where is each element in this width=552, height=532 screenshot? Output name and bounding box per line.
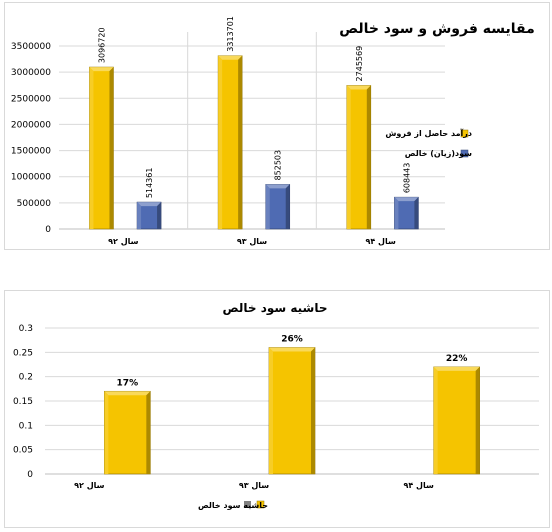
chart-title: حاشیه سود خالص xyxy=(223,301,328,316)
data-label: 22% xyxy=(446,354,468,364)
y-tick-label: 2500000 xyxy=(11,94,51,104)
data-label: 17% xyxy=(117,378,139,388)
category-label: سال ۹۴ xyxy=(365,237,395,246)
chart-title: مقایسه فروش و سود خالص xyxy=(339,21,535,37)
y-tick-label: 1500000 xyxy=(11,147,51,157)
legend-marker xyxy=(460,149,469,158)
bar-net-margin xyxy=(104,390,151,475)
bar-net-margin xyxy=(433,366,480,475)
sales-profit-chart-svg: مقایسه فروش و سود خالص 0 500000 1000000 150… xyxy=(11,16,535,246)
data-label: 3096720 xyxy=(97,27,106,63)
legend-label: سود(زیان) خالص xyxy=(405,149,472,159)
net-margin-chart-svg: حاشیه سود خالص 0 0.05 0.1 0.15 0.2 0.25 0.3 17… xyxy=(13,301,539,511)
category-label: سال ۹۲ xyxy=(108,237,138,246)
legend-marker xyxy=(244,501,251,508)
category-label: سال ۹۳ xyxy=(239,481,269,490)
data-label: 608443 xyxy=(402,163,411,194)
y-tick-label: 0.25 xyxy=(13,348,33,358)
bar-net-profit xyxy=(136,201,162,230)
y-tick-label: 0 xyxy=(27,470,33,480)
category-label: سال ۹۳ xyxy=(237,237,267,246)
bar-sales xyxy=(346,85,372,230)
bar-net-margin xyxy=(268,347,316,475)
data-label: 514361 xyxy=(145,168,154,199)
category-label: سال ۹۴ xyxy=(403,481,433,490)
y-tick-label: 0.05 xyxy=(13,446,33,456)
data-label: 3313701 xyxy=(226,16,235,52)
y-tick-label: 0 xyxy=(45,225,51,235)
data-label: 26% xyxy=(281,334,303,344)
y-tick-label: 3000000 xyxy=(11,68,51,78)
legend-marker xyxy=(256,500,265,509)
y-tick-label: 0.3 xyxy=(19,324,33,334)
legend-label: حاشیه سود خالص xyxy=(198,501,268,511)
bar-net-profit xyxy=(265,184,291,230)
data-label: 2745569 xyxy=(355,46,364,82)
y-tick-label: 0.2 xyxy=(19,373,33,383)
sales-profit-chart: مقایسه فروش و سود خالص 0 500000 1000000 150… xyxy=(4,2,550,250)
y-tick-label: 500000 xyxy=(17,199,52,209)
data-label: 852503 xyxy=(274,150,283,181)
y-tick-label: 0.15 xyxy=(13,397,33,407)
y-tick-label: 0.1 xyxy=(19,421,33,431)
y-tick-label: 3500000 xyxy=(11,42,51,52)
legend-marker xyxy=(460,129,469,138)
bar-net-profit xyxy=(394,196,419,230)
bar-sales xyxy=(217,55,243,230)
bar-sales xyxy=(89,66,114,230)
category-label: سال ۹۲ xyxy=(74,481,104,490)
legend-label: درآمد حاصل از فروش xyxy=(385,128,472,139)
y-tick-label: 1000000 xyxy=(11,173,51,183)
net-margin-chart: حاشیه سود خالص 0 0.05 0.1 0.15 0.2 0.25 0.3 17… xyxy=(4,290,550,528)
y-tick-label: 2000000 xyxy=(11,120,51,130)
